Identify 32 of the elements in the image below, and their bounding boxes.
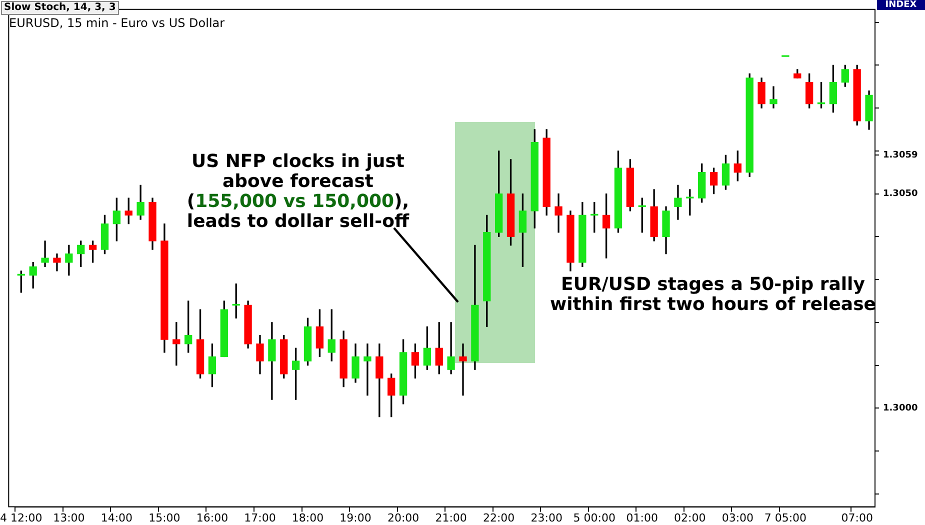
text: EURUSD, 15 min - Euro vs US Dollar (9, 16, 225, 30)
y-tick-label: 1.3050 (883, 189, 918, 200)
x-tick-label: 21:00 (435, 511, 467, 524)
x-tick-label: 4 12:00 (0, 511, 42, 524)
x-tick-label: 19:00 (340, 511, 372, 524)
x-tick-label: 17:00 (244, 511, 276, 524)
text: US NFP clocks in just above forecast (155,000 vs 150,000), leads to dollar sell-off (186, 151, 410, 232)
annotation: Slow Stoch, 14, 3, 3 (1, 1, 119, 15)
x-tick-label: 7 05:00 (764, 511, 807, 524)
candlestick (364, 344, 372, 396)
candlestick (770, 86, 778, 108)
annotation: EUR/USD stages a 50-pip rally within first two hours of release (549, 274, 877, 315)
x-tick-label: 02:00 (674, 511, 706, 524)
candlestick (53, 253, 61, 272)
x-tick-label: 18:00 (292, 511, 324, 524)
y-tick-label: 1.3000 (883, 404, 918, 414)
y-tick-label: 1.3059 (883, 150, 918, 161)
candlestick (554, 193, 562, 233)
x-tick-label: 01:00 (626, 511, 658, 524)
candlestick (459, 344, 467, 396)
text: INDEX (877, 0, 925, 10)
x-tick-label: 16:00 (196, 511, 228, 524)
x-tick-label: 20:00 (387, 511, 420, 524)
candlestick (41, 240, 49, 268)
x-tick-label: 22:00 (482, 511, 515, 524)
x-tick-label: 03:00 (722, 511, 754, 524)
x-tick-label: 15:00 (148, 511, 180, 524)
x-tick-label: 13:00 (53, 511, 85, 524)
x-tick-label: 14:00 (100, 511, 133, 524)
x-tick-label: 23:00 (530, 511, 562, 524)
x-tick-label: 07:00 (841, 511, 873, 524)
x-tick-label: 5 00:00 (573, 511, 616, 524)
